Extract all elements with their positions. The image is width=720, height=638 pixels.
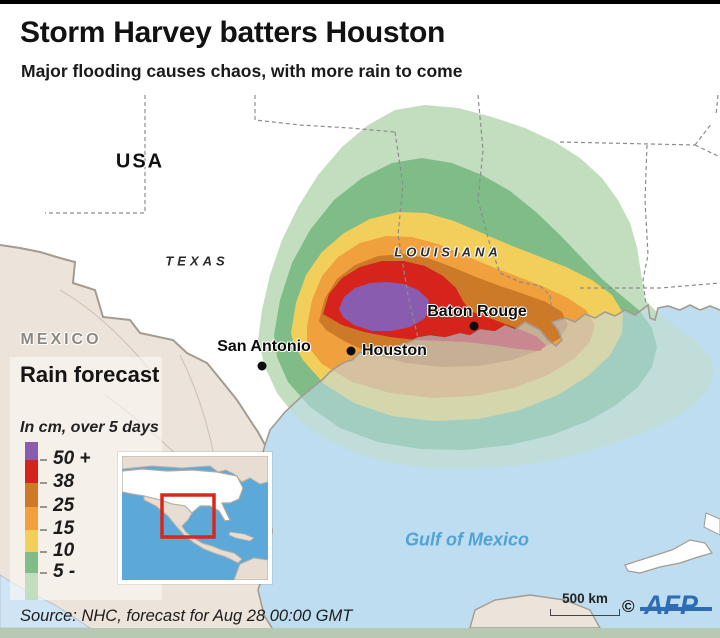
inset-locator-map: [118, 452, 272, 584]
map-canvas: [0, 95, 720, 628]
afp-logo-bar: [640, 607, 712, 611]
cuba: [624, 539, 713, 574]
texas-label: TEXAS: [165, 253, 229, 269]
gulf-of-mexico-label: Gulf of Mexico: [404, 529, 530, 550]
legend-tick-label: 25: [53, 495, 75, 516]
inset-cuba: [228, 531, 255, 542]
inset-canvas: [121, 455, 269, 581]
legend-tick-label: 10: [53, 540, 75, 561]
legend-band: [25, 552, 38, 573]
coastline: [257, 303, 720, 628]
mexico-label: MEXICO: [20, 331, 102, 348]
page-subtitle: Major flooding causes chaos, with more r…: [21, 61, 463, 81]
legend-tick-label: 5 -: [53, 561, 76, 582]
legend-tick-label: 15: [53, 518, 75, 539]
legend-tick-dash: [40, 551, 47, 553]
legend-tick-dash: [40, 482, 47, 484]
houston-label: Houston: [362, 342, 427, 359]
legend-subtitle: In cm, over 5 days: [20, 419, 159, 436]
baton-rouge-dot: [469, 321, 479, 331]
baton-rouge-label: Baton Rouge: [427, 303, 527, 320]
legend-title: Rain forecast: [20, 362, 160, 387]
legend-band: [25, 460, 38, 483]
main-map: USA TEXAS LOUISIANA MEXICO Gulf of Mexic…: [0, 95, 720, 628]
inset-mexico: [143, 495, 243, 564]
san-antonio-label: San Antonio: [217, 338, 311, 355]
scale-label: 500 km: [562, 591, 608, 606]
source-note: Source: NHC, forecast for Aug 28 00:00 G…: [20, 607, 353, 625]
usa-label: USA: [115, 150, 165, 173]
legend-band: [25, 483, 38, 507]
top-black-bar: [0, 0, 720, 4]
legend-tick-dash: [40, 459, 47, 461]
inset-highlight-box: [160, 493, 216, 539]
copyright-symbol: ©: [622, 597, 635, 616]
us-mexico-border: [0, 244, 266, 446]
legend-color-bar: [25, 442, 38, 600]
florida-keys-land: [703, 512, 720, 536]
bottom-green-strip: [0, 628, 720, 638]
legend-band: [25, 442, 38, 460]
legend-band: [25, 507, 38, 530]
legend-tick-label: 50 +: [53, 448, 91, 469]
san-antonio-dot: [257, 361, 267, 371]
afp-credit: © AFP: [622, 590, 714, 623]
inset-canada: [121, 455, 269, 485]
legend-tick-dash: [40, 529, 47, 531]
louisiana-label: LOUISIANA: [394, 244, 502, 260]
state-borders: [45, 95, 720, 339]
legend-band: [25, 530, 38, 552]
afp-logo: AFP: [644, 590, 698, 620]
contour-50plus: [339, 282, 430, 331]
legend-band: [25, 573, 38, 600]
legend-tick-dash: [40, 506, 47, 508]
houston-dot: [346, 346, 356, 356]
page-title: Storm Harvey batters Houston: [20, 16, 446, 49]
yucatan-peninsula: [469, 594, 601, 628]
scale-bar: 500 km: [550, 591, 620, 616]
legend-tick-label: 38: [53, 471, 75, 492]
scale-line: [550, 609, 620, 616]
legend-tick-dash: [40, 572, 47, 574]
